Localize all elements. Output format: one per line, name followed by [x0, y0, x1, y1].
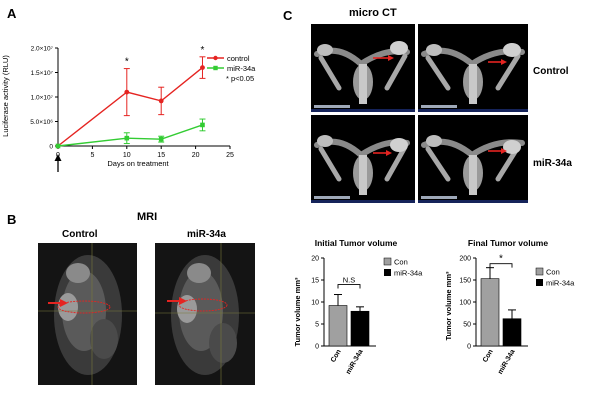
line-chart-ylabel: Luciferase activity (RLU)	[1, 55, 10, 137]
bar-category-label: miR-34a	[345, 348, 365, 375]
line-chart-y-tick-label: 1.5×10⁷	[31, 70, 54, 77]
line-chart-x-tick-label: 20	[192, 152, 200, 159]
line-chart-x-tick-label: 15	[157, 152, 165, 159]
data-point	[124, 89, 130, 95]
panel-label-a: A	[7, 6, 17, 21]
line-chart-x-tick-label: 10	[123, 152, 131, 159]
bar-chart-y-tick-label: 20	[311, 256, 319, 263]
micro-ct-row-label-control: Control	[533, 66, 569, 77]
line-series-mir34a	[57, 124, 203, 147]
ct-pelvis-illustration	[421, 43, 525, 104]
legend-label-mir34a: miR-34a	[227, 64, 256, 73]
line-chart-x-tick-label: 25	[226, 152, 234, 159]
legend-label-mir34a: miR-34a	[394, 269, 423, 278]
legend-label-control: control	[227, 54, 250, 63]
legend-marker-mir34a	[213, 65, 218, 71]
line-chart-marks: **	[55, 45, 206, 149]
luciferase-line-chart: 05.0×10⁶1.0×10⁷1.5×10⁷2.0×10⁷0510152025 …	[1, 45, 256, 172]
initial-volume-title: Initial Tumor volume	[315, 238, 398, 248]
significance-label: *	[499, 254, 503, 265]
legend-swatch-mir34a	[384, 269, 391, 276]
bar-category-label: miR-34a	[497, 348, 517, 375]
ct-pelvis-illustration	[421, 135, 525, 195]
mri-label-mir34a: miR-34a	[187, 229, 226, 240]
legend-label-con: Con	[546, 268, 560, 277]
mri-scan-illustration	[155, 243, 255, 385]
ct-pelvis-illustration	[314, 135, 410, 195]
bar-category-label: Con	[330, 349, 343, 364]
significance-bracket	[337, 284, 361, 289]
data-point	[55, 143, 61, 149]
bar-mir34a	[502, 318, 522, 347]
initial-volume-ylabel: Tumor volume mm³	[293, 277, 302, 347]
line-series-control	[57, 67, 203, 147]
legend-swatch-mir34a	[536, 279, 543, 286]
legend-label-mir34a: miR-34a	[546, 279, 575, 288]
bar-chart-y-tick-label: 5	[315, 322, 319, 329]
ct-arrow-icon	[488, 148, 507, 154]
micro-ct-row-label-mir34a: miR-34a	[533, 158, 572, 169]
data-point	[158, 98, 164, 104]
significance-bracket	[489, 263, 513, 268]
line-chart-y-tick-label: 1.0×10⁷	[31, 95, 54, 102]
ct-arrow-icon	[488, 59, 507, 65]
ct-image-control-2	[418, 24, 528, 112]
bar-con	[328, 305, 348, 347]
bar-chart-y-tick-label: 0	[467, 344, 471, 351]
bar-category-label: Con	[482, 349, 495, 364]
legend-marker-control	[213, 55, 218, 61]
bar-chart-y-tick-label: 15	[311, 278, 319, 285]
data-point	[200, 65, 205, 70]
mri-image-mir34a	[155, 243, 255, 385]
mri-image-control	[38, 243, 137, 385]
bar-mir34a	[350, 310, 370, 347]
ct-image-control-1	[311, 24, 415, 112]
ct-pelvis-illustration	[314, 41, 410, 104]
bar-chart-y-tick-label: 10	[311, 300, 319, 307]
ct-image-mir34a-1	[311, 115, 415, 203]
significance-star: *	[125, 57, 129, 68]
mri-scan-illustration	[38, 243, 137, 385]
legend-swatch-con	[383, 257, 392, 266]
data-point	[158, 136, 164, 142]
mri-title: MRI	[137, 211, 158, 223]
p-value-note: * p<0.05	[226, 74, 254, 83]
line-chart-y-tick-label: 2.0×10⁷	[31, 46, 54, 53]
significance-star: *	[201, 45, 205, 56]
line-chart-y-tick-label: 0	[49, 144, 53, 151]
line-chart-xlabel: Days on treatment	[107, 159, 169, 168]
initial-volume-bar-chart: Initial Tumor volume Tumor volume mm³ 0 5…	[293, 238, 423, 376]
micro-ct-title: micro CT	[349, 7, 397, 19]
ct-arrow-icon	[373, 55, 394, 61]
mri-label-control: Control	[62, 229, 98, 240]
significance-label: N.S	[343, 276, 356, 285]
data-point	[200, 122, 205, 128]
bar-chart-y-tick-label: 0	[315, 344, 319, 351]
legend-swatch-con	[535, 267, 544, 276]
treatment-start-arrow-icon	[54, 154, 62, 161]
panel-label-c: C	[283, 8, 293, 23]
ct-image-mir34a-2	[418, 115, 528, 203]
final-volume-ylabel: Tumor volume mm³	[444, 271, 453, 341]
bar-chart-y-tick-label: 200	[459, 256, 471, 263]
bar-chart-y-tick-label: 150	[459, 278, 471, 285]
bar-chart-y-tick-label: 50	[463, 322, 471, 329]
bar-con	[480, 278, 500, 347]
line-chart-x-tick-label: 5	[90, 152, 94, 159]
final-volume-bar-chart: Final Tumor volume Tumor volume mm³ 0 50 1…	[444, 238, 575, 376]
panel-label-b: B	[7, 212, 17, 227]
final-volume-title: Final Tumor volume	[468, 238, 548, 248]
line-chart-y-tick-label: 5.0×10⁶	[30, 119, 53, 126]
bar-chart-y-tick-label: 100	[459, 300, 471, 307]
ct-arrow-icon	[373, 150, 392, 156]
legend-label-con: Con	[394, 258, 408, 267]
data-point	[124, 135, 130, 141]
